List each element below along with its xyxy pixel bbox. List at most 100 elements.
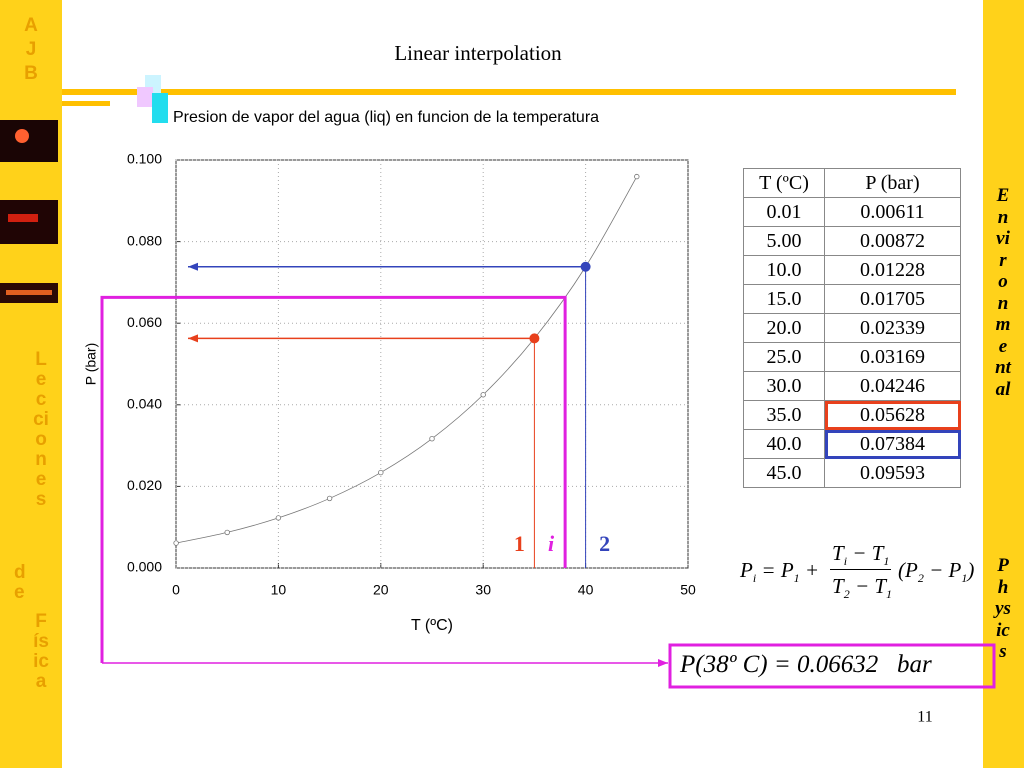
left-bar [0,0,62,768]
data-point [173,540,179,546]
table-cell: 20.0 [743,313,825,343]
table-cell: 45.0 [743,458,825,488]
x-tick-label: 10 [271,582,287,598]
curve [176,176,638,544]
rule [62,101,110,106]
point-label: i [548,531,555,556]
formula-token: = P [756,558,794,582]
formula-token: P [740,558,753,582]
x-tick-label: 40 [578,582,594,598]
thumb [0,120,58,162]
formula-subscript: i [752,571,757,586]
table-row: 45.0 0.09593 [743,458,961,488]
read-arrow-head [188,334,198,343]
formula-token: T [832,541,844,565]
result-box [668,643,996,689]
read-arrow-head [188,262,198,271]
table-row: 35.0 0.05628 [743,400,961,430]
table-row: 0.01 0.00611 [743,197,961,227]
table-row: 40.0 0.07384 [743,429,961,459]
y-tick-label: 0.020 [127,477,162,493]
x-tick-label: 30 [475,582,491,598]
formula-subscript: 2 [843,587,850,602]
formula-token: ) [967,558,975,582]
table-row: 10.0 0.01228 [743,255,961,285]
table-header-cell: P (bar) [824,168,961,198]
table-cell: 0.01705 [824,284,961,314]
table-cell: 5.00 [743,226,825,256]
data-point [378,469,384,476]
formula-numerator: Ti − T1 [830,541,892,571]
data-point [429,436,435,442]
side-word: Physics [995,555,1011,662]
key-point [529,333,540,344]
plot-frame [175,159,689,569]
interp-path [100,295,567,663]
data-point [224,529,230,536]
key-point [580,261,591,272]
table-cell: 0.01228 [824,255,961,285]
interp-arrow-head [658,659,668,667]
table-cell: 0.07384 [824,429,961,459]
table-cell: 0.02339 [824,313,961,343]
rule [62,89,956,95]
logo: AJB [24,15,38,84]
table-row: 15.0 0.01705 [743,284,961,314]
title: Linear interpolation [394,41,562,65]
table-row: 30.0 0.04246 [743,371,961,401]
table-row: 5.00 0.00872 [743,226,961,256]
thumb-glow [6,290,52,295]
y-tick-label: 0.000 [127,559,162,575]
formula-denominator: T2 − T1 [830,574,894,602]
formula-subscript: 1 [886,587,893,602]
result: P(38º C) = 0.06632 bar [680,651,932,678]
table-cell: 40.0 [743,429,825,459]
table-cell: 10.0 [743,255,825,285]
formula-subscript: 1 [793,571,800,586]
table-header-cell: T (ºC) [743,168,825,198]
subtitle: Presion de vapor del agua (liq) en funci… [173,109,599,126]
x-tick-label: 20 [373,582,389,598]
formula-token: − P [923,558,962,582]
side-word: Física [33,611,49,692]
table-row: 25.0 0.03169 [743,342,961,372]
y-axis-label: P (bar) [83,343,99,386]
formula-subscript: 2 [917,571,924,586]
table-cell: 0.00872 [824,226,961,256]
formula-subscript: 1 [961,571,968,586]
thumb-glow [15,129,29,143]
data-point [480,392,486,398]
point-label: 1 [514,531,525,556]
formula-token: + [799,558,820,582]
formula-subscript: i [843,554,848,569]
data-table: T (ºC) P (bar) 0.01 0.00611 5.00 0.00872 10.0 0… [743,168,961,488]
table-cell: 0.04246 [824,371,961,401]
table-cell: 0.01 [743,197,825,227]
table-cell: 15.0 [743,284,825,314]
y-tick-label: 0.060 [127,314,162,330]
y-tick-label: 0.080 [127,232,162,248]
deco [137,87,153,107]
deco [152,93,168,123]
table-cell: 0.05628 [824,400,961,430]
side-word: Environmental [995,185,1011,400]
table-cell: 0.00611 [824,197,961,227]
formula-token: − T [849,574,887,598]
table-row: 20.0 0.02339 [743,313,961,343]
table-cell: 0.03169 [824,342,961,372]
table-cell: 35.0 [743,400,825,430]
data-point [326,495,333,502]
table-header: T (ºC) P (bar) [743,168,961,198]
table-cell: 30.0 [743,371,825,401]
x-tick-label: 50 [680,582,696,598]
side-word: de [14,562,26,603]
side-word: Lecciones [33,349,49,510]
data-point [275,515,282,521]
formula-right: (P2 − P1) [898,558,974,586]
formula-left: Pi = P1 + [740,558,819,586]
right-bar [983,0,1024,768]
formula-subscript: 1 [883,554,890,569]
x-axis-label: T (ºC) [411,617,453,634]
